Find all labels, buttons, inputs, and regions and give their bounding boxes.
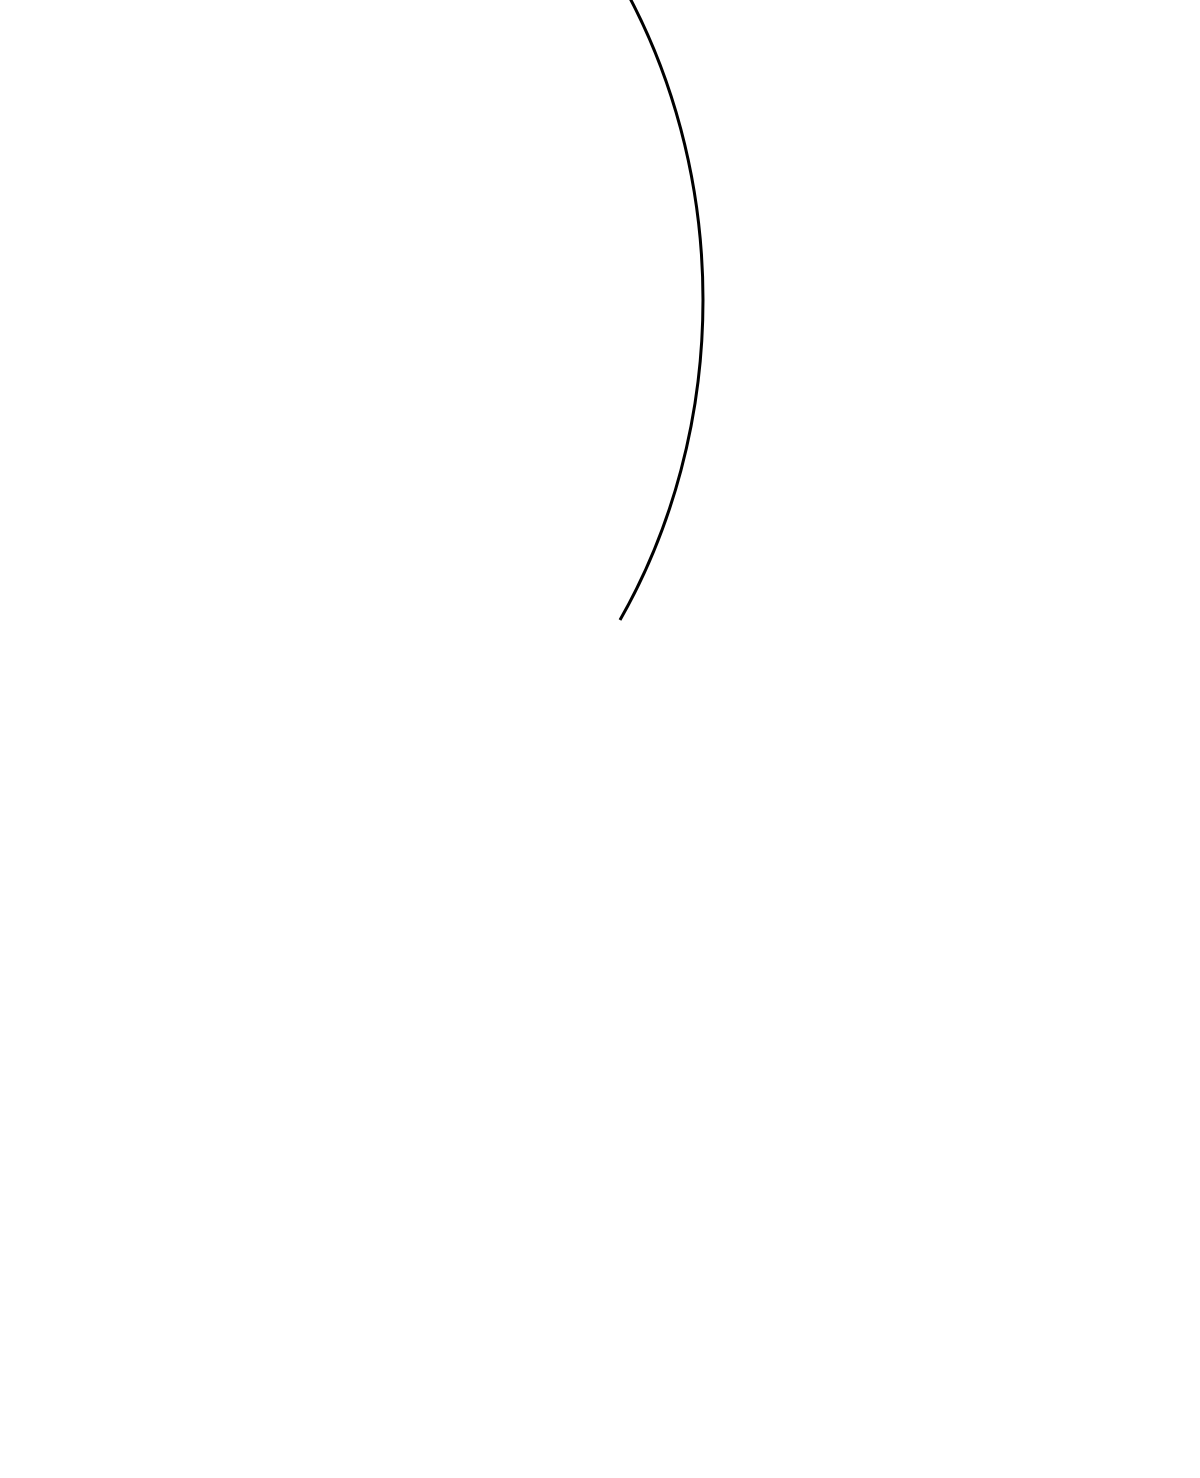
cell-arc-left xyxy=(620,0,703,620)
part-a xyxy=(620,0,703,620)
